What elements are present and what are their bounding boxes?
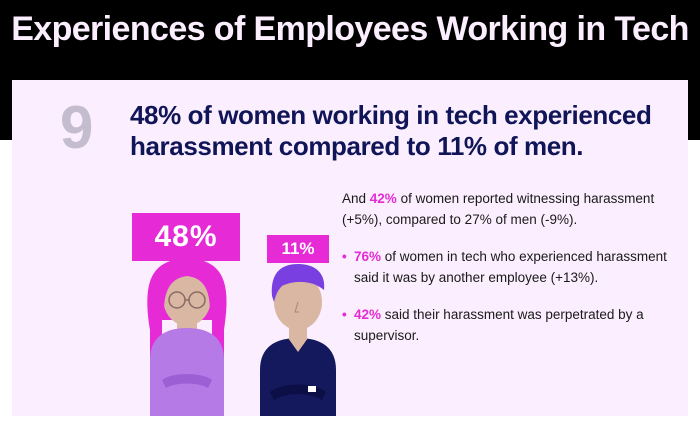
section-number: 9	[60, 94, 94, 161]
women-percentage-badge: 48%	[132, 213, 240, 261]
intro-highlight: 42%	[369, 191, 397, 206]
bullet-highlight: 76%	[354, 249, 382, 264]
woman-figure-icon	[147, 258, 227, 416]
intro-prefix: And	[342, 191, 370, 206]
details-text: And 42% of women reported witnessing har…	[342, 188, 672, 346]
figures-illustration	[147, 258, 336, 416]
bullet-highlight: 42%	[354, 307, 382, 322]
men-percentage-badge: 11%	[267, 235, 329, 263]
bullet-text: said their harassment was perpetrated by…	[354, 307, 644, 343]
section-headline: 48% of women working in tech experienced…	[130, 100, 652, 161]
bullet-dot-icon: •	[342, 249, 347, 264]
page-title: Experiences of Employees Working in Tech	[11, 10, 689, 48]
bullet-text: of women in tech who experienced harassm…	[354, 249, 667, 285]
content-panel: 9 48% of women working in tech experienc…	[12, 80, 688, 416]
list-item: • 76% of women in tech who experienced ha…	[342, 246, 672, 288]
intro-paragraph: And 42% of women reported witnessing har…	[342, 188, 672, 230]
list-item: • 42% said their harassment was perpetrat…	[342, 304, 672, 346]
intro-suffix: of women reported witnessing harassment …	[342, 191, 655, 227]
man-figure-icon	[260, 264, 336, 416]
bullet-dot-icon: •	[342, 307, 347, 322]
